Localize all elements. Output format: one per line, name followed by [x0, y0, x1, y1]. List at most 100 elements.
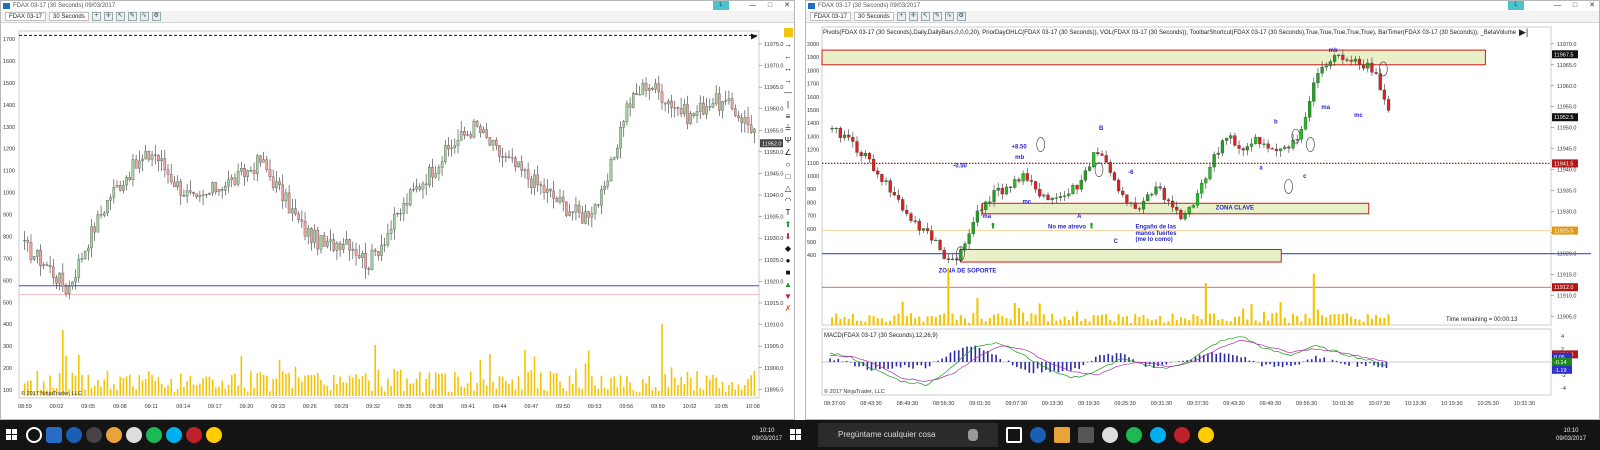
- spotify-icon-2[interactable]: [1126, 427, 1142, 443]
- triangle-icon[interactable]: △: [784, 184, 792, 193]
- cortana-icon[interactable]: [26, 427, 42, 443]
- remove-drawings-icon[interactable]: ✗: [784, 304, 792, 313]
- macd-line: [829, 336, 1387, 387]
- left-candle: [198, 195, 202, 198]
- arc-icon[interactable]: ◠: [784, 196, 792, 205]
- pitchfork-icon[interactable]: Ψ: [784, 136, 792, 145]
- ninjatrader-icon-2[interactable]: [1198, 427, 1214, 443]
- app-icon-3[interactable]: [1174, 427, 1190, 443]
- drawing-tools-icon[interactable]: ✎: [932, 12, 942, 21]
- chart-window-left[interactable]: FDAX 03-17 (30 Seconds) 09/03/2017 L — □…: [0, 0, 795, 420]
- time-axis-label: 09:29: [335, 404, 349, 410]
- cursor-icon[interactable]: ↖: [115, 12, 125, 21]
- left-candle: [641, 82, 645, 95]
- annotation-no-me-atrevo: No me atrevo: [1048, 224, 1086, 230]
- right-candle: [830, 128, 834, 130]
- search-input[interactable]: Pregúntame cualquier cosa: [838, 430, 936, 439]
- gann-icon[interactable]: ∠: [784, 148, 792, 157]
- spotify-icon[interactable]: [146, 427, 162, 443]
- crosshair-icon[interactable]: ✛: [908, 12, 918, 21]
- diamond-icon[interactable]: ◆: [784, 244, 792, 253]
- store-icon[interactable]: [1078, 427, 1094, 443]
- file-explorer-icon-2[interactable]: [1054, 427, 1070, 443]
- ninjatrader-icon[interactable]: [206, 427, 222, 443]
- microphone-icon[interactable]: [968, 429, 978, 441]
- window-tag[interactable]: L: [1508, 1, 1524, 10]
- price-axis-label: 11950.0: [764, 150, 783, 156]
- ellipse-icon[interactable]: ○: [785, 160, 791, 169]
- square-icon[interactable]: ■: [785, 268, 791, 277]
- task-view-icon[interactable]: [46, 427, 62, 443]
- title-bar[interactable]: FDAX 03-17 (30 Seconds) 09/03/2017: [1, 1, 794, 11]
- close-icon[interactable]: ✕: [784, 2, 790, 9]
- arrow-up-icon[interactable]: ⬆: [784, 220, 792, 229]
- maximize-icon[interactable]: □: [767, 2, 773, 9]
- instrument-selector[interactable]: FDAX 03-17: [5, 12, 47, 21]
- edge-browser-icon[interactable]: [66, 427, 82, 443]
- window-tag[interactable]: L: [713, 1, 729, 10]
- cursor-icon[interactable]: ↖: [920, 12, 930, 21]
- indicators-icon[interactable]: ∿: [139, 12, 149, 21]
- crosshair-icon[interactable]: ✛: [103, 12, 113, 21]
- select-tool-icon[interactable]: [783, 28, 793, 37]
- vertical-line-icon[interactable]: |: [786, 100, 790, 109]
- period-selector[interactable]: 30 Seconds: [49, 12, 89, 21]
- text-icon[interactable]: T: [785, 208, 791, 217]
- triangle-down-icon[interactable]: ▼: [784, 292, 792, 301]
- left-candle: [147, 150, 151, 160]
- clock-left[interactable]: 10:10 09/03/2017: [752, 427, 782, 443]
- file-explorer-icon[interactable]: [106, 427, 122, 443]
- arrow-down-icon[interactable]: ⬇: [784, 232, 792, 241]
- price-axis-label: 11920.0: [764, 279, 783, 285]
- skype-icon[interactable]: [166, 427, 182, 443]
- indicators-icon[interactable]: ∿: [944, 12, 954, 21]
- volume-bar: [310, 374, 313, 396]
- price-chart-right[interactable]: Pivots(FDAX 03-17 (30 Seconds),Daily,Dai…: [806, 23, 1600, 420]
- zoom-in-icon[interactable]: +: [91, 12, 101, 21]
- line-tool-icon[interactable]: →: [784, 40, 792, 49]
- triangle-up-icon[interactable]: ▲: [784, 280, 792, 289]
- windows-start-icon-2[interactable]: [790, 429, 802, 441]
- period-selector[interactable]: 30 Seconds: [854, 12, 894, 21]
- horizontal-line-icon[interactable]: —: [784, 88, 792, 97]
- clock-right[interactable]: 10:10 09/03/2017: [1556, 427, 1586, 443]
- macd-axis-label: 2: [1561, 347, 1564, 353]
- app-icon-2[interactable]: [186, 427, 202, 443]
- close-icon[interactable]: ✕: [1589, 2, 1595, 9]
- left-candle: [498, 145, 501, 157]
- price-axis-label: 11950.0: [1557, 126, 1576, 132]
- chart-window-right[interactable]: FDAX 03-17 (30 Seconds) 09/03/2017 L — □…: [805, 0, 1600, 420]
- volume-bar: [893, 315, 896, 325]
- chrome-icon-2[interactable]: [1102, 427, 1118, 443]
- skype-icon-2[interactable]: [1150, 427, 1166, 443]
- drawing-tools-icon[interactable]: ✎: [127, 12, 137, 21]
- properties-icon[interactable]: ⚙: [956, 12, 966, 21]
- maximize-icon[interactable]: □: [1572, 2, 1578, 9]
- edge-browser-icon-2[interactable]: [1030, 427, 1046, 443]
- price-chart-left[interactable]: 1700 1600 1500 1400 1300 1200 1100 1000 900 800 70…: [1, 23, 795, 420]
- left-candle: [734, 108, 737, 116]
- windows-start-icon[interactable]: [6, 429, 18, 441]
- minimize-icon[interactable]: —: [1553, 2, 1561, 9]
- channel-icon[interactable]: ≟: [784, 124, 792, 133]
- arrow-line-icon[interactable]: →: [784, 76, 792, 85]
- left-candle: [233, 177, 237, 185]
- task-view-icon-2[interactable]: [1006, 427, 1022, 443]
- left-candle: [520, 161, 524, 171]
- volume-bar: [100, 386, 102, 396]
- right-candle: [1112, 172, 1117, 181]
- app-icon-1[interactable]: [86, 427, 102, 443]
- volume-bar: [482, 379, 485, 396]
- extended-line-icon[interactable]: ↔: [784, 64, 792, 73]
- chrome-icon[interactable]: [126, 427, 142, 443]
- title-bar[interactable]: FDAX 03-17 (30 Seconds) 09/03/2017: [806, 1, 1599, 11]
- properties-icon[interactable]: ⚙: [151, 12, 161, 21]
- minimize-icon[interactable]: —: [748, 2, 756, 9]
- macd-axis-label: -4: [1561, 386, 1566, 392]
- instrument-selector[interactable]: FDAX 03-17: [810, 12, 852, 21]
- fib-icon[interactable]: ≡: [785, 112, 791, 121]
- rectangle-icon[interactable]: □: [785, 172, 791, 181]
- ray-tool-icon[interactable]: ←: [784, 52, 792, 61]
- zoom-in-icon[interactable]: +: [896, 12, 906, 21]
- dot-icon[interactable]: ●: [785, 256, 791, 265]
